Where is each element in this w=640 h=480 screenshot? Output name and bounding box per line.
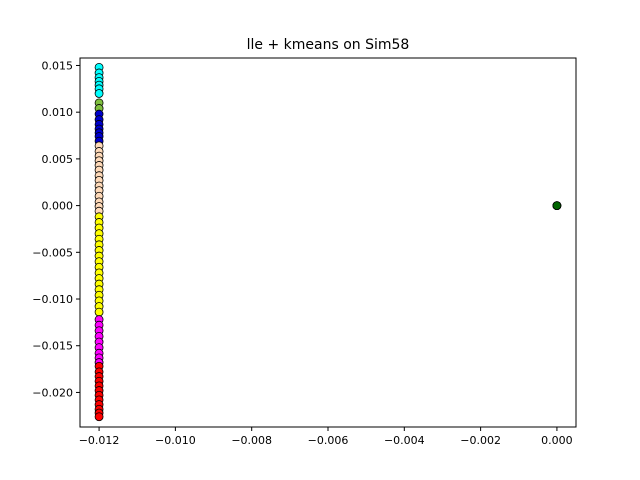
y-tick-label: −0.010 xyxy=(32,293,73,306)
y-tick-label: −0.005 xyxy=(32,246,73,259)
axes-frame xyxy=(79,57,577,428)
x-tick-label: −0.010 xyxy=(155,434,196,447)
scatter-point xyxy=(552,201,562,211)
x-tick-label: −0.012 xyxy=(79,434,120,447)
y-axis: 0.015 0.010 0.005 0.000 −0.005 −0.010 −0.015 −0… xyxy=(32,59,80,399)
scatter-point xyxy=(94,89,104,98)
scatter-point xyxy=(94,307,104,317)
y-tick-label: −0.015 xyxy=(32,340,73,353)
y-tick-label: −0.020 xyxy=(32,386,73,399)
points-layer xyxy=(94,62,562,422)
y-tick-label: 0.015 xyxy=(42,59,74,72)
x-tick-label: −0.008 xyxy=(231,434,272,447)
x-tick-label: −0.002 xyxy=(460,434,501,447)
x-tick-label: −0.004 xyxy=(384,434,425,447)
y-tick-label: 0.010 xyxy=(42,106,74,119)
y-tick-label: 0.000 xyxy=(42,200,74,213)
x-tick-label: −0.006 xyxy=(308,434,349,447)
x-axis: −0.012 −0.010 −0.008 −0.006 −0.004 −0.002 0.00… xyxy=(79,427,573,447)
y-tick-label: 0.005 xyxy=(42,153,74,166)
scatter-point xyxy=(94,412,104,422)
x-tick-label: 0.000 xyxy=(541,434,573,447)
chart-title: lle + kmeans on Sim58 xyxy=(247,37,410,53)
